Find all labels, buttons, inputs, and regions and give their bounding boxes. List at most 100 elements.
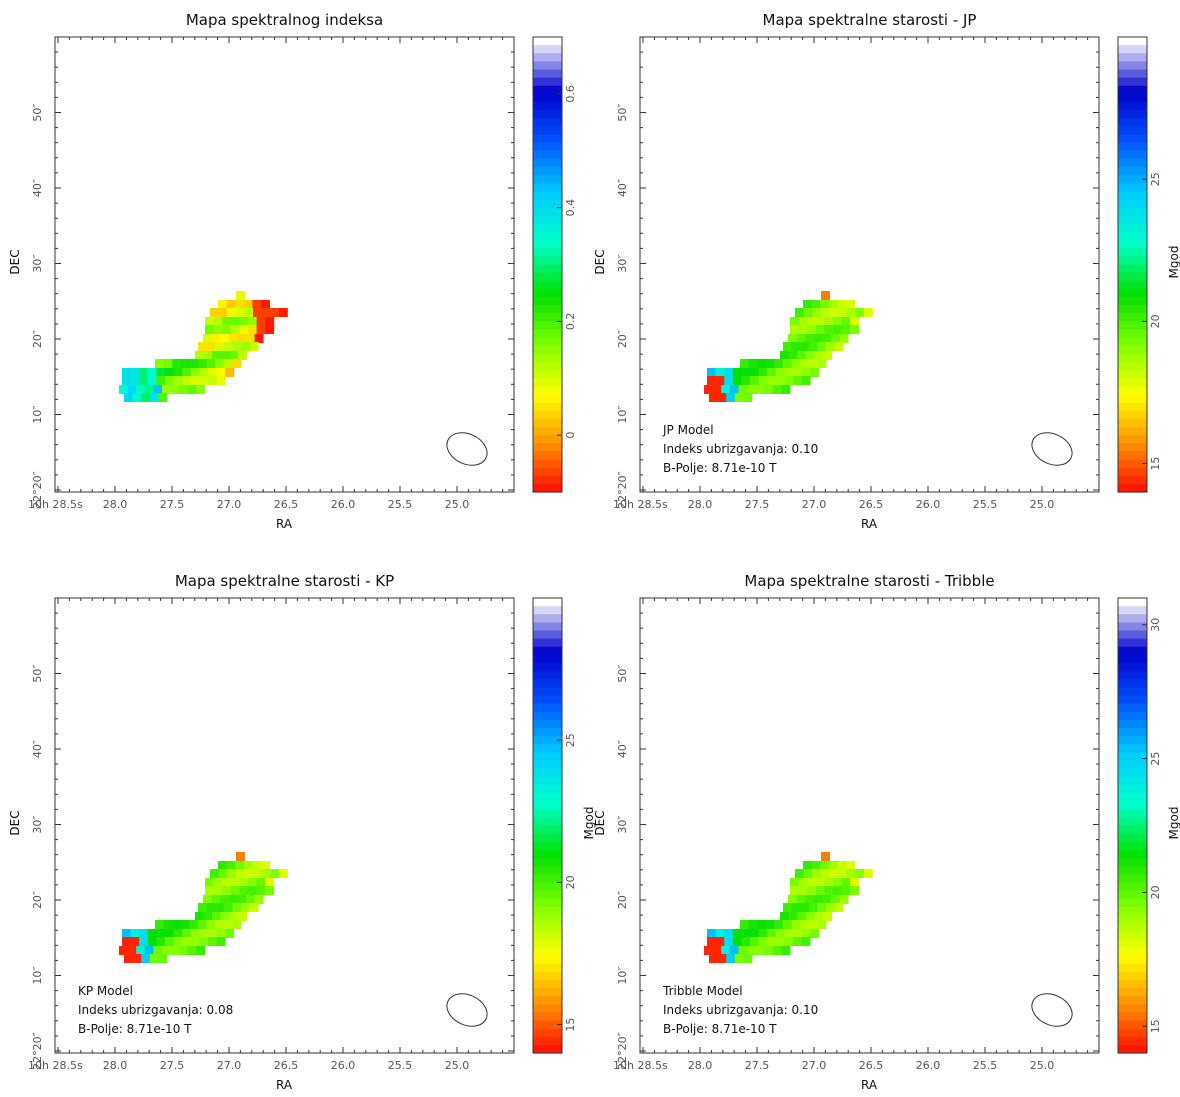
colorbar-segment xyxy=(1118,882,1147,892)
heatmap-cell xyxy=(182,368,192,377)
heatmap-cell xyxy=(155,359,164,368)
y-tick-label: 10″ xyxy=(616,405,629,423)
heatmap-cell xyxy=(220,895,230,904)
heatmap-cell xyxy=(215,359,225,368)
heatmap-cell xyxy=(237,895,247,904)
colorbar-segment xyxy=(1118,353,1147,363)
heatmap-cell xyxy=(775,376,785,385)
colorbar-segment xyxy=(533,378,562,387)
heatmap-cell xyxy=(180,920,190,929)
heatmap-cell xyxy=(215,903,225,912)
y-tick-label: 20″ xyxy=(31,891,44,909)
y-tick-label: 50″ xyxy=(616,103,629,121)
heatmap-cell xyxy=(863,869,873,878)
x-tick-label: 10h 28.5s xyxy=(613,1059,668,1072)
colorbar-tick-label: 25 xyxy=(1149,752,1162,766)
heatmap-cell xyxy=(850,325,860,334)
heatmap-cell xyxy=(248,325,257,334)
y-tick-label: 40″ xyxy=(616,179,629,197)
heatmap-cell xyxy=(220,334,230,343)
heatmap-cell xyxy=(811,861,821,870)
heatmap-cell xyxy=(246,895,255,904)
colorbar-segment xyxy=(533,337,562,347)
heatmap-cell xyxy=(232,920,242,929)
colorbar-segment xyxy=(533,598,562,607)
colorbar-segment xyxy=(533,833,562,843)
colorbar-segment xyxy=(533,158,562,168)
heatmap-cell xyxy=(741,929,751,938)
heatmap-cell xyxy=(797,912,807,921)
heatmap-cell xyxy=(213,886,223,895)
heatmap-cell xyxy=(828,861,838,870)
heatmap-cell xyxy=(136,946,146,955)
heatmap-cell xyxy=(265,886,275,895)
heatmap-cell xyxy=(199,368,209,377)
colorbar-segment xyxy=(1118,418,1147,428)
heatmap-cell xyxy=(189,359,199,368)
heatmap-cell xyxy=(216,368,226,377)
heatmap-cell xyxy=(239,878,249,887)
colorbar-tick-label: 0.4 xyxy=(564,199,577,217)
colorbar-segment xyxy=(1118,45,1147,54)
heatmap-cell xyxy=(801,929,811,938)
colorbar-segment xyxy=(1118,858,1147,867)
colorbar-segment xyxy=(533,768,562,778)
colorbar-segment xyxy=(1118,142,1147,152)
heatmap-cell xyxy=(798,878,808,887)
heatmap-cell xyxy=(147,376,157,385)
heatmap-cell xyxy=(222,325,232,334)
heatmap-cell xyxy=(182,929,192,938)
heatmap-cell xyxy=(838,308,847,317)
colorbar-segment xyxy=(533,256,562,266)
heatmap-cell xyxy=(216,937,226,946)
heatmap-cell xyxy=(712,946,722,955)
heatmap-cell xyxy=(215,920,225,929)
heatmap-cell xyxy=(261,869,271,878)
colorbar-segment xyxy=(533,69,562,79)
heatmap-cell xyxy=(119,946,128,955)
chart-panel-3: Mapa spektralne starosti - KP 10h 28.5s 28… xyxy=(8,572,596,1092)
heatmap-cell xyxy=(172,920,182,929)
colorbar-segment xyxy=(1118,1012,1147,1022)
heatmap-cell xyxy=(747,946,756,955)
heatmap-cell xyxy=(170,385,180,394)
colorbar-segment xyxy=(1118,614,1147,623)
colorbar-segment xyxy=(1118,313,1147,322)
heatmap-cell xyxy=(173,376,183,385)
colorbar-segment xyxy=(1118,849,1147,859)
heatmap-cells xyxy=(119,291,288,402)
heatmap-cell xyxy=(800,903,810,912)
heatmap-cell xyxy=(261,308,271,317)
heatmap-cell xyxy=(198,359,207,368)
heatmap-cell xyxy=(199,376,209,385)
heatmap-cell xyxy=(823,351,832,360)
heatmap-cell xyxy=(724,929,734,938)
heatmap-cell xyxy=(829,308,839,317)
x-tick-label: 27.0 xyxy=(802,498,827,511)
heatmap-cell xyxy=(788,334,797,343)
colorbar-segment xyxy=(1118,215,1147,225)
heatmap-cell xyxy=(187,946,197,955)
x-tick-label: 27.5 xyxy=(745,1059,770,1072)
heatmap-cell xyxy=(715,937,725,946)
heatmap-cell xyxy=(265,325,275,334)
colorbar-segment xyxy=(533,687,562,697)
heatmap-cell xyxy=(173,937,183,946)
model-annotation: Indeks ubrizgavanja: 0.08 xyxy=(78,1003,233,1017)
heatmap-cell xyxy=(165,929,174,938)
heatmap-cell xyxy=(765,359,775,368)
colorbar-segment xyxy=(1118,671,1147,680)
colorbar-segment xyxy=(1118,833,1147,843)
heatmap-cell xyxy=(248,886,257,895)
heatmap-cell xyxy=(223,903,233,912)
heatmap-cell xyxy=(833,325,842,334)
colorbar: 15 20 25 30 Mgod xyxy=(1117,597,1180,1054)
heatmap-cell xyxy=(805,334,815,343)
heatmap-cell xyxy=(721,385,731,394)
colorbar-frame xyxy=(1117,36,1148,493)
colorbar-segment xyxy=(1118,272,1147,282)
heatmap-cell xyxy=(815,878,825,887)
heatmap-cell xyxy=(256,325,266,334)
heatmap-cell xyxy=(801,937,811,946)
heatmap-cell xyxy=(855,869,865,878)
